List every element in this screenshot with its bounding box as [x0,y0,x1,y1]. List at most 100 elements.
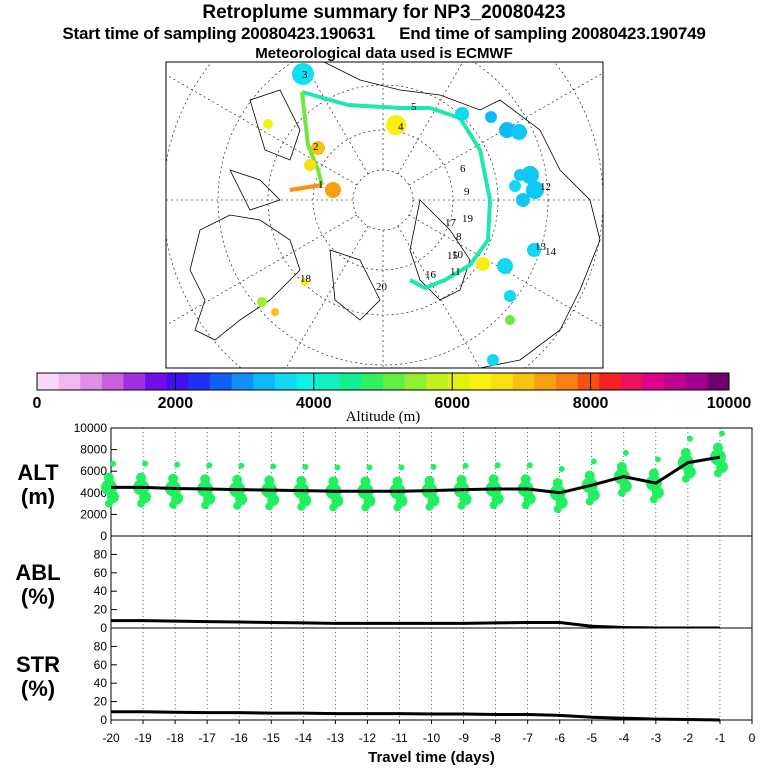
trajectory-day-label: 4 [398,121,404,133]
plume-blob [485,111,497,123]
panel-label-title: ALT [17,460,59,485]
chart-title: Retroplume summary for NP3_20080423 [202,2,566,23]
altitude-plume-dot [616,461,627,472]
altitude-plume-dot [393,503,402,512]
panel-label-title: STR [16,652,60,677]
panel-label-title: ABL [15,560,60,585]
plume-blob [516,193,530,207]
colorbar-swatch [188,373,211,390]
coastline [249,89,301,161]
panel-label-unit: (%) [21,584,55,609]
trajectory-day-label: 5 [411,101,417,113]
altitude-plume-dot [334,464,341,471]
colorbar-swatch [577,373,600,390]
altitude-plume-dot [456,474,467,485]
meridian-line [397,62,464,175]
altitude-plume-dot [712,442,723,453]
plume-blob [527,243,541,257]
altitude-plume-dot [105,499,113,508]
panel-frame [110,627,753,721]
altitude-plume-dot [366,464,373,471]
altitude-plume-dot [169,500,178,509]
colorbar-axis-label: Altitude (m) [346,409,421,425]
altitude-plume-dot [136,472,147,483]
y-tick-label: 40 [94,676,108,690]
y-tick-label: 20 [94,695,108,709]
plume-blob [386,115,406,135]
colorbar-tick-label: 2000 [158,395,194,412]
trajectory-day-label: 18 [300,273,312,285]
colorbar-swatch [123,373,146,390]
plume-blob [526,181,544,199]
colorbar-swatch [58,373,81,390]
met-data-label: Meteorological data used is ECMWF [255,45,513,62]
plume-blob [263,119,273,129]
altitude-plume-dot [392,476,403,487]
colorbar-swatch [231,373,254,390]
altitude-plume-dot [617,488,626,497]
trajectory-day-label: 10 [452,249,464,261]
altitude-plume-dot [104,472,114,483]
plume-blob [521,166,539,184]
altitude-plume-dot [264,475,275,486]
x-tick-label: -7 [522,731,533,745]
altitude-plume-dot [360,476,371,487]
altitude-plume-dot [462,462,469,469]
y-tick-label: 0 [100,713,107,727]
y-tick-label: 80 [94,547,108,561]
altitude-plume-dot [296,475,307,486]
altitude-plume-dot [200,474,211,485]
plume-blob [292,63,314,85]
plume-blob [304,159,316,171]
meridian-line [166,214,358,326]
colorbar-swatch [447,373,471,390]
colorbar-tick-label: 0 [33,395,42,412]
colorbar-swatch [296,373,319,390]
map-frame [165,61,604,369]
altitude-plume-dot [494,462,501,469]
colorbar-swatch [253,373,276,390]
x-tick-label: -1 [715,731,726,745]
plume-blob [455,107,469,121]
chart-subtitle: Start time of sampling 20080423.190631 En… [0,24,768,44]
trajectory-day-label: 12 [540,181,551,193]
end-time-label: End time of sampling 20080423.190749 [399,24,706,43]
altitude-plume-dot [526,462,533,469]
coastline [323,62,601,368]
altitude-plume-dot [649,495,658,504]
colorbar-tick-label: 8000 [573,395,609,412]
y-tick-label: 40 [94,584,108,598]
altitude-plume-dot [174,461,181,468]
start-time-label: Start time of sampling 20080423.190631 [62,24,376,43]
altitude-plume-dot [686,435,693,442]
trajectory-day-label: 9 [464,186,470,198]
meridian-line [397,225,481,368]
trajectory-day-label: 17 [445,217,457,229]
trajectory-day-label: 16 [425,269,437,281]
altitude-plume-dot [329,503,338,512]
trajectory-line-early [300,91,324,186]
meridian-line [166,74,358,186]
x-tick-label: -10 [423,731,441,745]
altitude-plume-dot [457,501,466,510]
altitude-plume-dot [488,474,499,485]
trajectory-line-start [289,183,323,192]
colorbar-swatch [145,373,168,390]
altitude-plume-dot [718,430,725,437]
altitude-plume-dot [430,463,437,470]
altitude-plume-dot [680,447,691,458]
plume-blob [257,297,267,307]
plume-blob [511,124,527,140]
altitude-plume-dot [489,501,498,510]
coastline [329,249,381,321]
altitude-plume-dot [270,463,277,470]
altitude-plume-dot [521,501,530,510]
colorbar-swatch [274,373,298,390]
colorbar-swatch [556,373,579,390]
altitude-plume-dot [201,501,210,510]
colorbar-tick-label: 6000 [434,395,470,412]
colorbar-swatch [707,373,730,390]
